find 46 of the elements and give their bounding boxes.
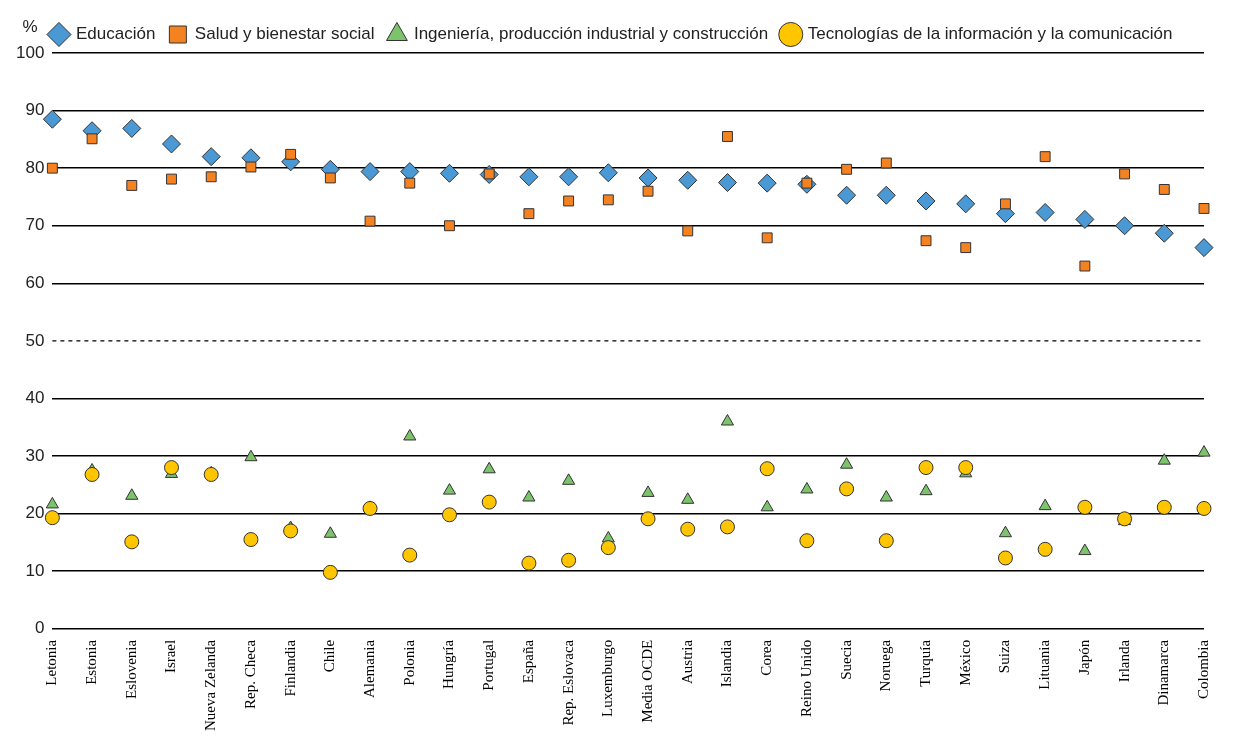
x-tick-label: Rep. Checa — [241, 639, 258, 709]
legend-label: Educación — [75, 24, 156, 44]
x-tick-label: Colombia — [1194, 639, 1211, 699]
x-tick-label: Finlandia — [281, 639, 298, 697]
legend-label: Ingeniería, producción industrial y construcción — [413, 24, 769, 44]
x-tick-label: Reino Unido — [797, 639, 814, 717]
x-tick-label: Estonia — [83, 639, 100, 685]
x-tick-label: España — [519, 639, 536, 684]
y-tick-label: 0 — [34, 618, 45, 638]
x-tick-label: Suiza — [996, 639, 1013, 674]
y-tick-label: 50 — [25, 330, 45, 350]
x-tick-label: México — [956, 639, 973, 686]
y-tick-label: 10 — [25, 560, 45, 580]
y-tick-label: 100 — [15, 42, 45, 62]
x-tick-label: Rep. Eslovaca — [559, 639, 576, 726]
x-tick-label: Luxemburgo — [599, 639, 616, 718]
x-tick-label: Austria — [678, 639, 695, 684]
x-tick-label: Dinamarca — [1155, 639, 1172, 706]
legend-label: Tecnologías de la información y la comunicación — [807, 24, 1173, 44]
x-tick-label: Eslovenia — [122, 639, 139, 699]
y-tick-label: 30 — [25, 445, 45, 465]
x-tick-label: Hungría — [440, 639, 457, 689]
y-tick-label: 90 — [25, 100, 45, 120]
x-tick-label: Chile — [321, 639, 338, 673]
x-tick-label: Portugal — [480, 639, 497, 691]
x-tick-label: Israel — [162, 639, 179, 674]
x-tick-label: Suecia — [837, 639, 854, 680]
legend-label: Salud y bienestar social — [194, 24, 375, 44]
x-tick-label: Turquía — [916, 639, 933, 687]
y-tick-label: 20 — [25, 503, 45, 523]
x-tick-label: Islandia — [718, 639, 735, 688]
x-tick-label: Nueva Zelanda — [202, 639, 219, 731]
x-tick-label: Japón — [1075, 639, 1092, 675]
x-tick-label: Irlanda — [1115, 639, 1132, 683]
y-tick-label: 80 — [25, 157, 45, 177]
y-tick-label: 70 — [25, 215, 45, 235]
y-tick-label: 60 — [25, 273, 45, 293]
y-tick-label: 40 — [25, 388, 45, 408]
x-tick-label: Noruega — [877, 639, 894, 692]
x-tick-label: Media OCDE — [638, 639, 655, 723]
x-tick-label: Corea — [758, 639, 775, 676]
x-tick-label: Lituania — [1036, 639, 1053, 690]
x-tick-label: Polonia — [400, 639, 417, 686]
x-tick-label: Alemania — [360, 639, 377, 699]
x-tick-label: Letonia — [43, 639, 60, 686]
y-axis-title: % — [22, 16, 38, 36]
